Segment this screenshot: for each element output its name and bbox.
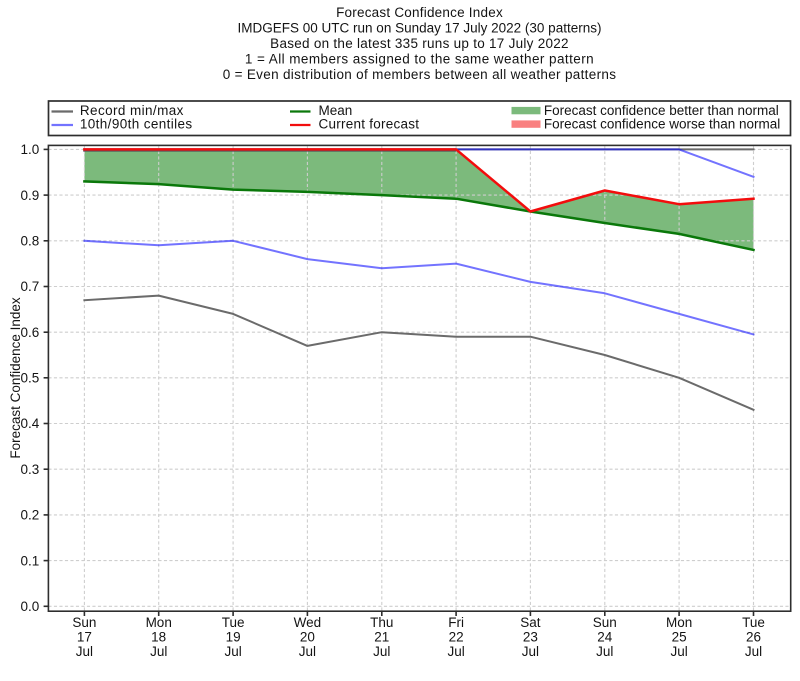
svg-text:Sat: Sat xyxy=(520,615,541,630)
svg-text:Mon: Mon xyxy=(666,615,692,630)
svg-text:Forecast confidence better tha: Forecast confidence better than normal xyxy=(544,103,779,118)
svg-text:23: 23 xyxy=(523,630,538,645)
svg-text:Jul: Jul xyxy=(150,644,167,659)
svg-text:0.8: 0.8 xyxy=(21,234,40,249)
svg-text:22: 22 xyxy=(449,630,464,645)
svg-text:Sun: Sun xyxy=(72,615,96,630)
svg-text:Fri: Fri xyxy=(448,615,464,630)
svg-text:Record min/max: Record min/max xyxy=(80,103,184,118)
svg-text:Current forecast: Current forecast xyxy=(319,117,420,132)
svg-text:0.5: 0.5 xyxy=(21,371,40,386)
svg-text:0 = Even distribution of membe: 0 = Even distribution of members between… xyxy=(223,67,617,82)
svg-text:0.3: 0.3 xyxy=(21,462,40,477)
svg-text:Wed: Wed xyxy=(294,615,322,630)
svg-text:19: 19 xyxy=(226,630,241,645)
svg-text:Mon: Mon xyxy=(146,615,172,630)
svg-text:0.1: 0.1 xyxy=(21,553,40,568)
svg-text:Tue: Tue xyxy=(742,615,765,630)
svg-text:21: 21 xyxy=(374,630,389,645)
svg-text:Based on the latest 335 runs u: Based on the latest 335 runs up to 17 Ju… xyxy=(270,36,569,51)
svg-text:Forecast Confidence Index: Forecast Confidence Index xyxy=(336,5,503,20)
svg-text:Sun: Sun xyxy=(593,615,617,630)
svg-text:Jul: Jul xyxy=(447,644,464,659)
svg-text:0.9: 0.9 xyxy=(21,188,40,203)
svg-text:1 = All members assigned to th: 1 = All members assigned to the same wea… xyxy=(245,51,594,66)
svg-text:0.6: 0.6 xyxy=(21,325,40,340)
svg-text:Jul: Jul xyxy=(596,644,613,659)
svg-text:Jul: Jul xyxy=(670,644,687,659)
svg-text:18: 18 xyxy=(151,630,166,645)
svg-text:26: 26 xyxy=(746,630,761,645)
svg-text:Mean: Mean xyxy=(319,103,353,118)
svg-text:Forecast confidence worse than: Forecast confidence worse than normal xyxy=(544,117,780,132)
svg-text:0.7: 0.7 xyxy=(21,279,40,294)
svg-text:0.2: 0.2 xyxy=(21,508,40,523)
svg-text:25: 25 xyxy=(672,630,687,645)
svg-text:Thu: Thu xyxy=(370,615,393,630)
svg-text:Jul: Jul xyxy=(299,644,316,659)
svg-text:Jul: Jul xyxy=(745,644,762,659)
svg-text:Forecast Confidence Index: Forecast Confidence Index xyxy=(8,297,23,459)
svg-text:0.4: 0.4 xyxy=(21,416,40,431)
svg-text:0.0: 0.0 xyxy=(21,599,40,614)
svg-text:Jul: Jul xyxy=(522,644,539,659)
svg-text:1.0: 1.0 xyxy=(21,142,40,157)
svg-text:Tue: Tue xyxy=(222,615,245,630)
svg-text:24: 24 xyxy=(597,630,613,645)
svg-text:10th/90th centiles: 10th/90th centiles xyxy=(80,117,193,132)
svg-text:17: 17 xyxy=(77,630,92,645)
svg-text:Jul: Jul xyxy=(224,644,241,659)
svg-text:Jul: Jul xyxy=(76,644,93,659)
svg-text:20: 20 xyxy=(300,630,315,645)
svg-text:Jul: Jul xyxy=(373,644,390,659)
svg-text:IMDGEFS 00 UTC run on Sunday 1: IMDGEFS 00 UTC run on Sunday 17 July 202… xyxy=(238,21,602,36)
